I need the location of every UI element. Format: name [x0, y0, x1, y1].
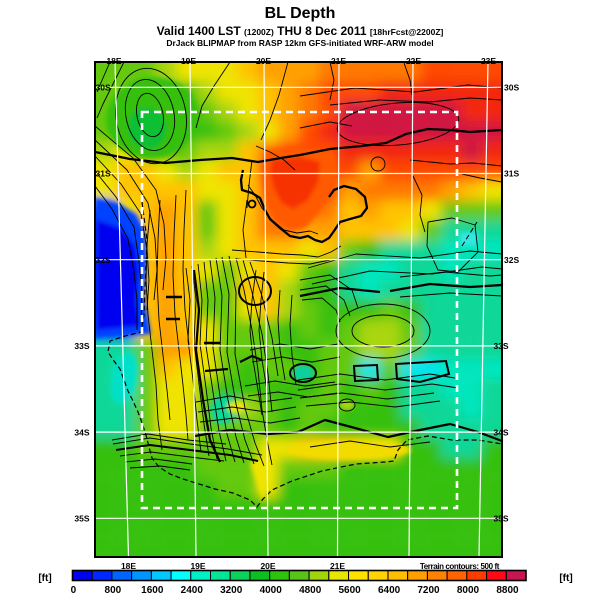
svg-text:33S: 33S [74, 341, 89, 351]
svg-text:[ft]: [ft] [38, 573, 51, 584]
svg-text:800: 800 [105, 585, 122, 596]
svg-text:6400: 6400 [378, 585, 401, 596]
svg-text:[ft]: [ft] [559, 573, 572, 584]
svg-text:23E: 23E [481, 56, 496, 66]
svg-text:32S: 32S [96, 255, 111, 265]
svg-text:4800: 4800 [299, 585, 322, 596]
svg-text:18E: 18E [106, 56, 121, 66]
svg-text:34S: 34S [74, 427, 89, 437]
svg-text:5600: 5600 [338, 585, 361, 596]
svg-text:35S: 35S [74, 514, 89, 524]
svg-text:21E: 21E [330, 561, 345, 571]
svg-text:34S: 34S [493, 427, 508, 437]
svg-text:Terrain contours: 500 ft: Terrain contours: 500 ft [420, 562, 500, 571]
svg-text:20E: 20E [260, 561, 275, 571]
svg-text:30S: 30S [96, 83, 111, 93]
svg-text:19E: 19E [181, 56, 196, 66]
svg-text:3200: 3200 [220, 585, 243, 596]
svg-text:19E: 19E [190, 561, 205, 571]
svg-text:31S: 31S [96, 169, 111, 179]
svg-text:32S: 32S [504, 255, 519, 265]
svg-text:20E: 20E [256, 56, 271, 66]
svg-text:1600: 1600 [141, 585, 164, 596]
svg-text:18E: 18E [121, 561, 136, 571]
svg-text:8800: 8800 [496, 585, 519, 596]
svg-text:4000: 4000 [260, 585, 283, 596]
svg-text:35S: 35S [493, 514, 508, 524]
svg-text:8000: 8000 [457, 585, 480, 596]
svg-text:0: 0 [71, 585, 77, 596]
svg-text:21E: 21E [331, 56, 346, 66]
svg-text:22E: 22E [406, 56, 421, 66]
svg-text:7200: 7200 [417, 585, 440, 596]
svg-text:2400: 2400 [181, 585, 204, 596]
svg-text:33S: 33S [493, 341, 508, 351]
svg-text:30S: 30S [504, 83, 519, 93]
svg-text:31S: 31S [504, 169, 519, 179]
